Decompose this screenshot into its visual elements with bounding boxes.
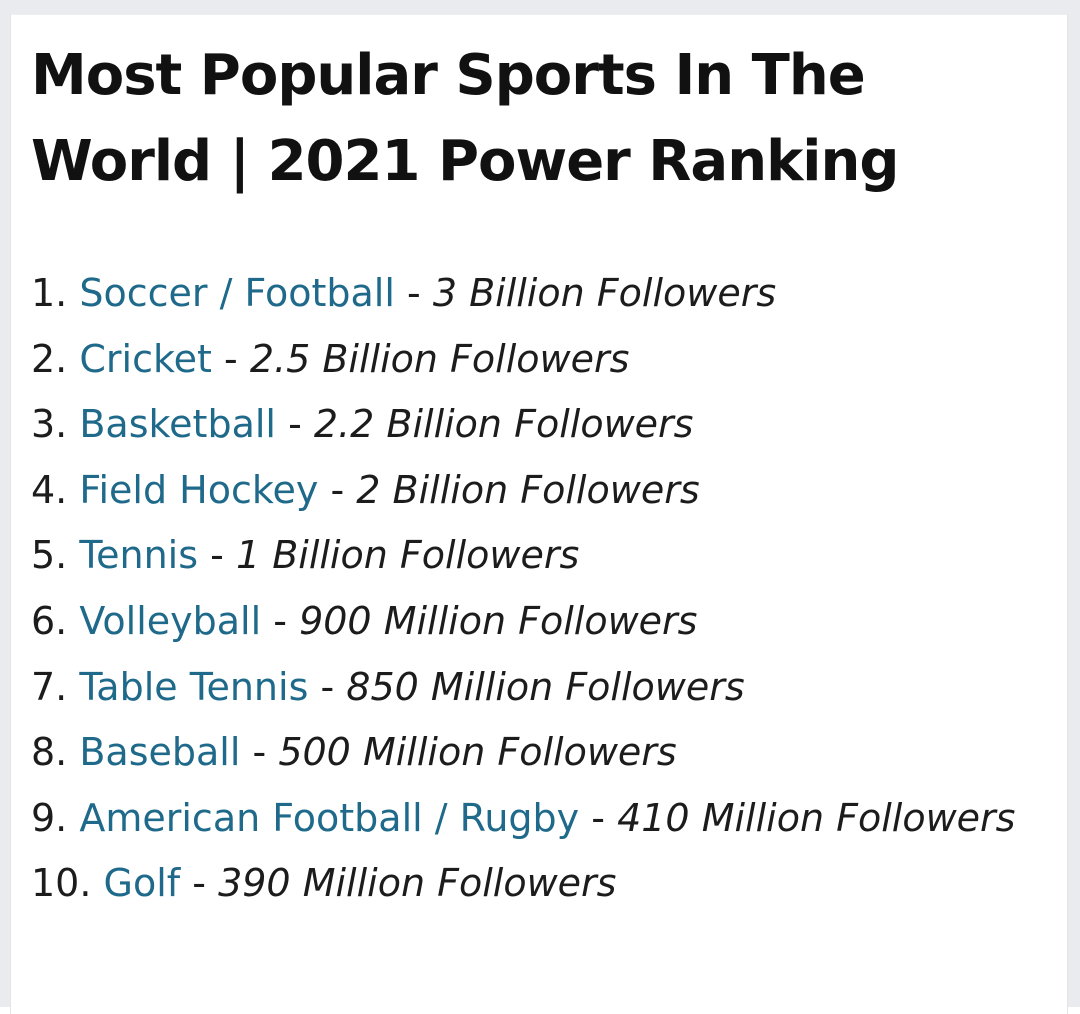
separator: - bbox=[192, 861, 206, 906]
ranking-item-6: 6. Volleyball - 900 Million Followers bbox=[31, 589, 1061, 655]
separator: - bbox=[407, 271, 421, 315]
separator: - bbox=[273, 598, 287, 643]
sport-link-cricket[interactable]: Cricket bbox=[79, 336, 212, 381]
rank-number: 2. bbox=[31, 336, 68, 381]
follower-count: 2 Billion Followers bbox=[356, 467, 700, 512]
sport-link-soccer[interactable]: Soccer / Football bbox=[79, 271, 395, 315]
ranking-item-4: 4. Field Hockey - 2 Billion Followers bbox=[31, 458, 1061, 524]
follower-count: 3 Billion Followers bbox=[432, 271, 777, 315]
follower-count: 500 Million Followers bbox=[278, 730, 677, 775]
ranking-item-1: 1. Soccer / Football - 3 Billion Followe… bbox=[31, 261, 1061, 327]
follower-count: 900 Million Followers bbox=[299, 598, 698, 643]
article-title: Most Popular Sports In The World | 2021 … bbox=[31, 43, 899, 194]
rank-number: 1. bbox=[31, 271, 68, 315]
article-card: Most Popular Sports In The World | 2021 … bbox=[10, 14, 1068, 1014]
ranking-item-8: 8. Baseball - 500 Million Followers bbox=[31, 720, 1061, 786]
ranking-item-10: 10. Golf - 390 Million Followers bbox=[31, 851, 1061, 917]
ranking-item-5: 5. Tennis - 1 Billion Followers bbox=[31, 523, 1061, 589]
sport-link-golf[interactable]: Golf bbox=[103, 861, 181, 906]
sport-link-baseball[interactable]: Baseball bbox=[79, 730, 241, 775]
separator: - bbox=[330, 467, 345, 512]
rank-number: 5. bbox=[31, 533, 68, 578]
rank-number: 4. bbox=[31, 467, 68, 512]
ranking-item-2: 2. Cricket - 2.5 Billion Followers bbox=[31, 327, 1061, 393]
ranking-item-7: 7. Table Tennis - 850 Million Followers bbox=[31, 655, 1061, 721]
follower-count: 850 Million Followers bbox=[346, 664, 745, 709]
separator: - bbox=[288, 402, 302, 447]
separator: - bbox=[224, 336, 238, 381]
ranking-item-3: 3. Basketball - 2.2 Billion Followers bbox=[31, 392, 1061, 458]
rank-number: 6. bbox=[31, 598, 68, 643]
sport-link-basketball[interactable]: Basketball bbox=[79, 402, 276, 447]
follower-count: 2.5 Billion Followers bbox=[249, 336, 630, 381]
follower-count: 390 Million Followers bbox=[218, 861, 617, 906]
sport-link-tennis[interactable]: Tennis bbox=[79, 533, 199, 578]
rank-number: 7. bbox=[31, 664, 68, 709]
follower-count: 2.2 Billion Followers bbox=[313, 402, 694, 447]
sport-link-american-football[interactable]: American Football / Rugby bbox=[79, 795, 580, 840]
separator: - bbox=[210, 533, 224, 578]
follower-count: 1 Billion Followers bbox=[235, 533, 580, 578]
follower-count: 410 Million Followers bbox=[617, 795, 1016, 840]
ranking-item-9: 9. American Football / Rugby - 410 Milli… bbox=[31, 786, 1061, 852]
sport-link-table-tennis[interactable]: Table Tennis bbox=[79, 664, 309, 709]
rank-number: 3. bbox=[31, 402, 68, 447]
rank-number: 10. bbox=[31, 861, 92, 906]
sport-link-volleyball[interactable]: Volleyball bbox=[79, 598, 262, 643]
separator: - bbox=[591, 795, 605, 840]
ranking-list: 1. Soccer / Football - 3 Billion Followe… bbox=[31, 261, 1061, 917]
rank-number: 9. bbox=[31, 795, 68, 840]
separator: - bbox=[320, 664, 335, 709]
separator: - bbox=[252, 730, 267, 775]
rank-number: 8. bbox=[31, 730, 68, 775]
sport-link-field-hockey[interactable]: Field Hockey bbox=[79, 467, 319, 512]
